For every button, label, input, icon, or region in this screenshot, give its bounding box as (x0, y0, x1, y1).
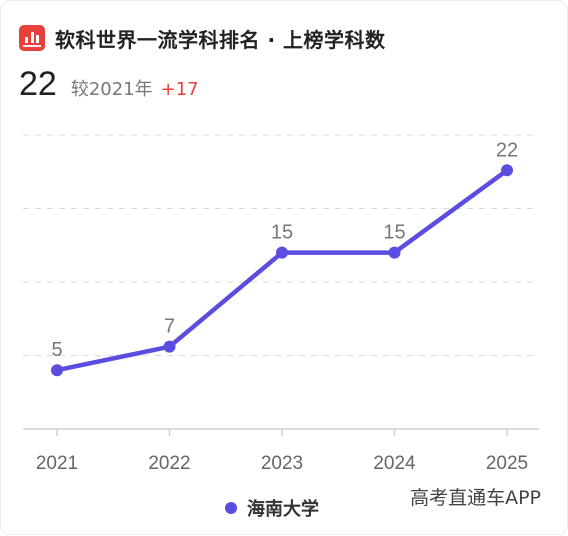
x-tick-label: 2021 (36, 453, 78, 474)
card-header: 软科世界一流学科排名 · 上榜学科数 (19, 23, 386, 53)
data-point (501, 164, 513, 177)
x-tick-label: 2024 (373, 453, 416, 474)
ranking-logo-icon (19, 25, 45, 51)
legend-label: 海南大学 (247, 499, 319, 520)
data-point (276, 246, 288, 259)
legend-marker-dot (225, 502, 237, 514)
summary-value: 22 (19, 65, 57, 103)
data-point (51, 364, 63, 377)
summary-stat: 22 较2021年 +17 (19, 65, 199, 104)
data-label: 15 (271, 222, 293, 244)
data-label: 22 (496, 139, 518, 161)
data-point (388, 246, 401, 259)
delta-value: +17 (160, 79, 199, 100)
data-label: 5 (51, 339, 62, 361)
x-tick-label: 2022 (148, 453, 190, 474)
comparison-label: 较2021年 (70, 79, 153, 100)
data-point (163, 340, 176, 353)
series-line (54, 168, 510, 373)
data-label: 15 (383, 222, 405, 244)
legend[interactable]: 海南大学 (225, 495, 319, 521)
watermark: 高考直通车APP (410, 487, 541, 509)
x-tick-label: 2025 (486, 453, 528, 474)
data-label: 7 (164, 316, 175, 338)
x-tick-label: 2023 (261, 453, 303, 474)
chart-title: 软科世界一流学科排名 · 上榜学科数 (55, 27, 386, 52)
